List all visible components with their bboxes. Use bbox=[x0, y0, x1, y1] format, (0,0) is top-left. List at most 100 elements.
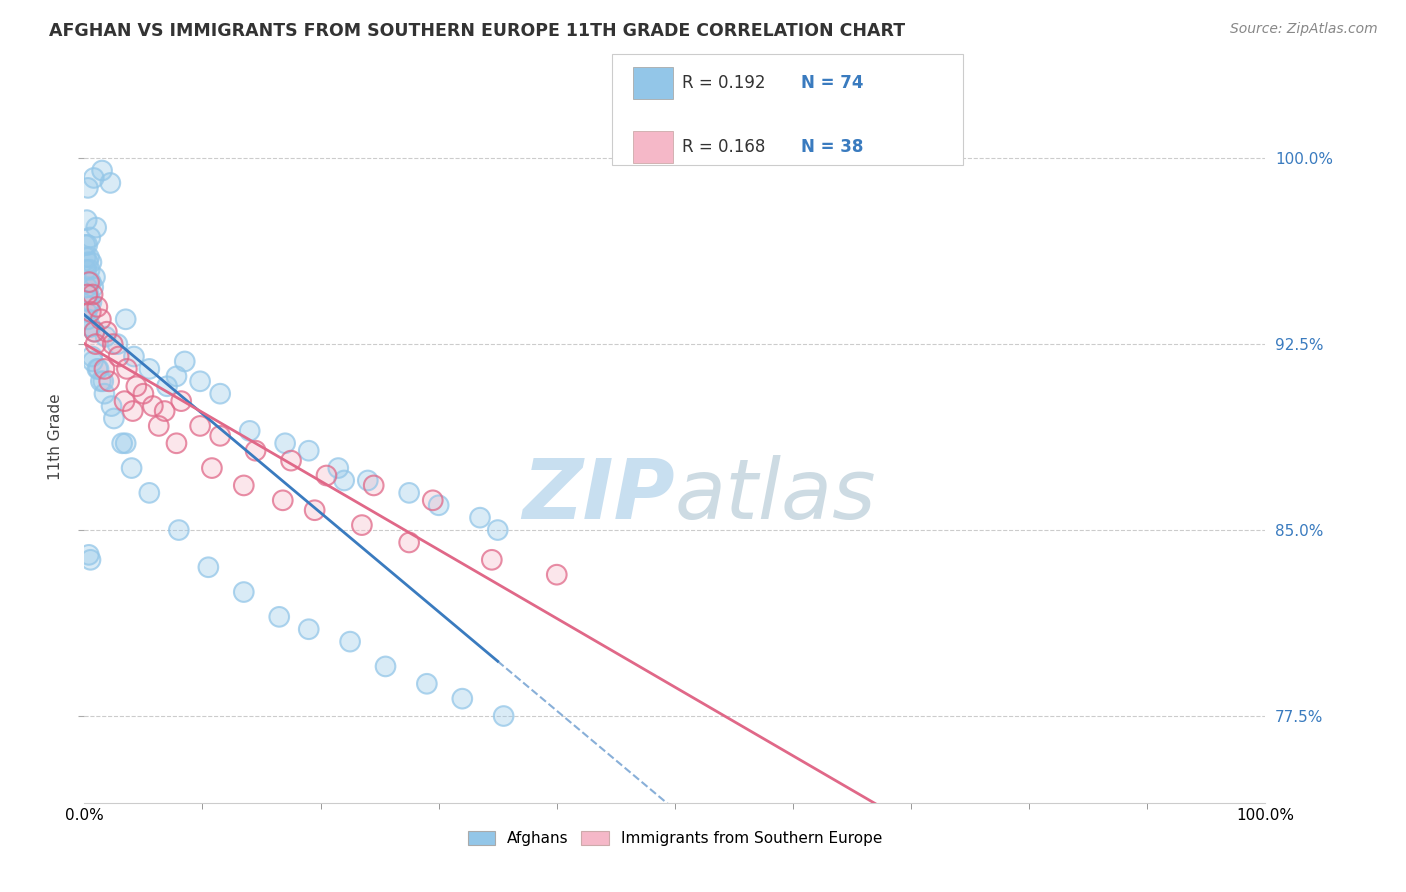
Point bbox=[82, 287, 104, 301]
Point bbox=[98, 374, 121, 388]
Point bbox=[280, 453, 302, 467]
Point bbox=[122, 350, 145, 364]
Point bbox=[232, 585, 254, 599]
Point bbox=[125, 379, 148, 393]
Point bbox=[271, 493, 294, 508]
Point bbox=[100, 399, 122, 413]
Point bbox=[280, 453, 302, 467]
Point bbox=[90, 312, 112, 326]
Point bbox=[76, 305, 98, 319]
Point bbox=[82, 280, 104, 294]
Point bbox=[101, 337, 124, 351]
Point bbox=[77, 250, 100, 264]
Text: N = 74: N = 74 bbox=[801, 74, 863, 92]
Point bbox=[82, 287, 104, 301]
Point bbox=[209, 386, 232, 401]
Point bbox=[83, 325, 105, 339]
Point bbox=[76, 312, 98, 326]
Point bbox=[132, 386, 155, 401]
Point bbox=[492, 709, 515, 723]
Point bbox=[96, 325, 118, 339]
Point bbox=[363, 478, 385, 492]
Point bbox=[209, 429, 232, 443]
Point bbox=[80, 305, 103, 319]
Point bbox=[142, 399, 165, 413]
Point bbox=[197, 560, 219, 574]
Point bbox=[77, 548, 100, 562]
Point bbox=[79, 295, 101, 310]
Point bbox=[79, 319, 101, 334]
Point bbox=[427, 498, 450, 512]
Point bbox=[114, 394, 136, 409]
Point bbox=[274, 436, 297, 450]
Point bbox=[77, 181, 100, 195]
Text: Source: ZipAtlas.com: Source: ZipAtlas.com bbox=[1230, 22, 1378, 37]
Point bbox=[86, 362, 108, 376]
Point bbox=[328, 461, 350, 475]
Point bbox=[269, 610, 291, 624]
Point bbox=[76, 305, 98, 319]
Point bbox=[76, 280, 98, 294]
Point bbox=[84, 337, 107, 351]
Point bbox=[486, 523, 509, 537]
Point bbox=[77, 287, 100, 301]
Point bbox=[90, 312, 112, 326]
Point bbox=[201, 461, 224, 475]
Point bbox=[77, 250, 100, 264]
Point bbox=[245, 443, 267, 458]
Text: AFGHAN VS IMMIGRANTS FROM SOUTHERN EUROPE 11TH GRADE CORRELATION CHART: AFGHAN VS IMMIGRANTS FROM SOUTHERN EUROP… bbox=[49, 22, 905, 40]
Point bbox=[100, 399, 122, 413]
Point bbox=[333, 474, 356, 488]
Point bbox=[107, 337, 129, 351]
Point bbox=[239, 424, 262, 438]
Point bbox=[374, 659, 396, 673]
Point bbox=[107, 350, 129, 364]
Point bbox=[121, 461, 143, 475]
Point bbox=[75, 238, 97, 252]
Point bbox=[121, 461, 143, 475]
Text: ZIP: ZIP bbox=[522, 455, 675, 536]
Point bbox=[91, 163, 114, 178]
Point bbox=[90, 374, 112, 388]
Point bbox=[350, 518, 373, 533]
Point bbox=[76, 238, 98, 252]
Point bbox=[156, 379, 179, 393]
Point bbox=[82, 280, 104, 294]
Point bbox=[170, 394, 193, 409]
Point bbox=[75, 262, 97, 277]
Point bbox=[75, 262, 97, 277]
Point bbox=[91, 374, 114, 388]
Point bbox=[79, 319, 101, 334]
Point bbox=[298, 622, 321, 636]
Point bbox=[77, 255, 100, 269]
Point bbox=[77, 300, 100, 314]
Point bbox=[451, 691, 474, 706]
Point bbox=[83, 325, 105, 339]
Point bbox=[80, 275, 103, 289]
Point bbox=[86, 300, 108, 314]
Point bbox=[86, 300, 108, 314]
Point bbox=[94, 329, 117, 343]
Point bbox=[101, 337, 124, 351]
Point bbox=[114, 394, 136, 409]
Point bbox=[91, 163, 114, 178]
Point bbox=[274, 436, 297, 450]
Point bbox=[339, 634, 361, 648]
Point bbox=[79, 295, 101, 310]
Point bbox=[188, 418, 211, 433]
Point bbox=[166, 436, 188, 450]
Y-axis label: 11th Grade: 11th Grade bbox=[48, 393, 63, 481]
Point bbox=[79, 319, 101, 334]
Point bbox=[80, 305, 103, 319]
Point bbox=[82, 354, 104, 368]
Point bbox=[80, 295, 103, 310]
Text: atlas: atlas bbox=[675, 455, 876, 536]
Point bbox=[79, 230, 101, 244]
Point bbox=[83, 325, 105, 339]
Point bbox=[93, 362, 115, 376]
Point bbox=[76, 287, 98, 301]
Point bbox=[75, 250, 97, 264]
Point bbox=[87, 362, 110, 376]
Point bbox=[148, 418, 170, 433]
Point bbox=[245, 443, 267, 458]
